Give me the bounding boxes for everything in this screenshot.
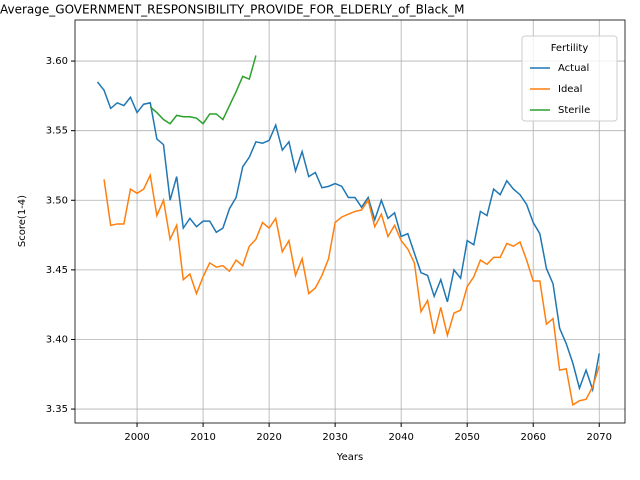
x-tick-label: 2020 bbox=[256, 432, 281, 443]
legend-label: Actual bbox=[558, 63, 589, 74]
y-tick-label: 3.40 bbox=[46, 334, 68, 345]
x-tick-label: 2010 bbox=[190, 432, 215, 443]
line-series bbox=[103, 172, 600, 407]
y-axis-label: Score(1-4) bbox=[17, 195, 28, 247]
x-tick-label: 2070 bbox=[587, 432, 612, 443]
x-tick-label: 2060 bbox=[520, 432, 545, 443]
legend-label: Ideal bbox=[558, 84, 582, 95]
line-series bbox=[149, 55, 257, 125]
x-axis-label: Years bbox=[336, 452, 363, 463]
y-tick-label: 3.55 bbox=[46, 126, 68, 137]
legend-label: Sterile bbox=[558, 105, 590, 116]
legend-box bbox=[521, 35, 618, 122]
x-tick-label: 2030 bbox=[322, 432, 347, 443]
x-tick-label: 2050 bbox=[454, 432, 479, 443]
line-series bbox=[96, 81, 600, 393]
legend-title: Fertility bbox=[551, 43, 589, 54]
y-tick-label: 3.50 bbox=[46, 195, 68, 206]
y-tick-label: 3.35 bbox=[46, 404, 68, 415]
y-tick-label: 3.60 bbox=[46, 56, 68, 67]
plot-frame bbox=[74, 19, 626, 424]
y-tick-label: 3.45 bbox=[46, 265, 68, 276]
x-tick-label: 2040 bbox=[388, 432, 413, 443]
chart-title: Average_GOVERNMENT_RESPONSIBILITY_PROVID… bbox=[0, 3, 464, 17]
x-tick-label: 2000 bbox=[124, 432, 149, 443]
